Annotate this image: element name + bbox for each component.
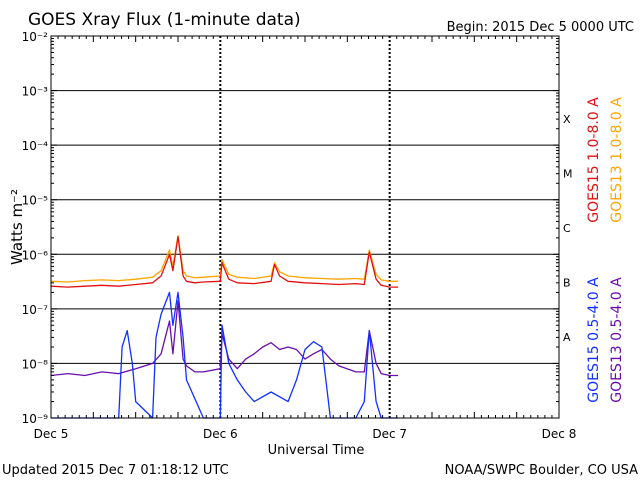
series-layer bbox=[50, 234, 399, 419]
series-line-1 bbox=[50, 234, 399, 283]
y-tick-label: 10⁻⁷ bbox=[22, 303, 49, 317]
series-line-3 bbox=[50, 300, 399, 377]
x-axis-label: Universal Time bbox=[268, 443, 365, 458]
chart-title: GOES Xray Flux (1-minute data) bbox=[28, 10, 301, 30]
y-tick-label: 10⁻² bbox=[22, 30, 49, 44]
legend-entry-0: GOES15 1.0-8.0 A bbox=[586, 97, 602, 223]
x-axis-ticks: Dec 5 Dec 6 Dec 7 Dec 8 bbox=[34, 36, 577, 441]
y-tick-label: 10⁻⁴ bbox=[22, 139, 49, 153]
y-tick-label: 10⁻⁶ bbox=[22, 248, 49, 262]
legend-entry-1: GOES13 1.0-8.0 A bbox=[609, 97, 625, 223]
legend-entry-2: GOES15 0.5-4.0 A bbox=[586, 277, 602, 403]
legend-entry-3: GOES13 0.5-4.0 A bbox=[609, 277, 625, 403]
x-tick-label: Dec 8 bbox=[542, 427, 577, 441]
y-axis-ticks: 10⁻⁹ 10⁻⁸ 10⁻⁷ 10⁻⁶ 10⁻⁵ 10⁻⁴ 10⁻³ 10⁻² bbox=[22, 30, 559, 426]
plot-frame bbox=[50, 35, 560, 419]
x-tick-label: Dec 6 bbox=[203, 427, 238, 441]
y-tick-label: 10⁻⁸ bbox=[22, 357, 49, 371]
flare-class-c: C bbox=[563, 222, 571, 235]
y-tick-label: 10⁻⁹ bbox=[22, 412, 49, 426]
y-tick-label: 10⁻⁵ bbox=[22, 194, 49, 208]
x-tick-label: Dec 7 bbox=[372, 427, 407, 441]
y-axis-label: Watts m⁻² bbox=[8, 189, 26, 265]
flare-class-a: A bbox=[563, 331, 571, 344]
source-label: NOAA/SWPC Boulder, CO USA bbox=[445, 463, 638, 478]
y-tick-label: 10⁻³ bbox=[22, 85, 49, 99]
plot-grid bbox=[51, 36, 559, 418]
x-tick-label: Dec 5 bbox=[34, 427, 69, 441]
series-line-2 bbox=[51, 291, 399, 419]
flare-class-x: X bbox=[563, 113, 571, 126]
flare-class-m: M bbox=[563, 167, 573, 180]
flare-class-b: B bbox=[563, 277, 571, 290]
updated-label: Updated 2015 Dec 7 01:18:12 UTC bbox=[2, 463, 229, 478]
begin-label: Begin: 2015 Dec 5 0000 UTC bbox=[447, 20, 634, 35]
flare-class-labels: A B C M X bbox=[563, 113, 573, 344]
series-line-0 bbox=[50, 236, 399, 288]
legend: GOES15 1.0-8.0 A GOES13 1.0-8.0 A GOES15 0… bbox=[586, 97, 625, 403]
